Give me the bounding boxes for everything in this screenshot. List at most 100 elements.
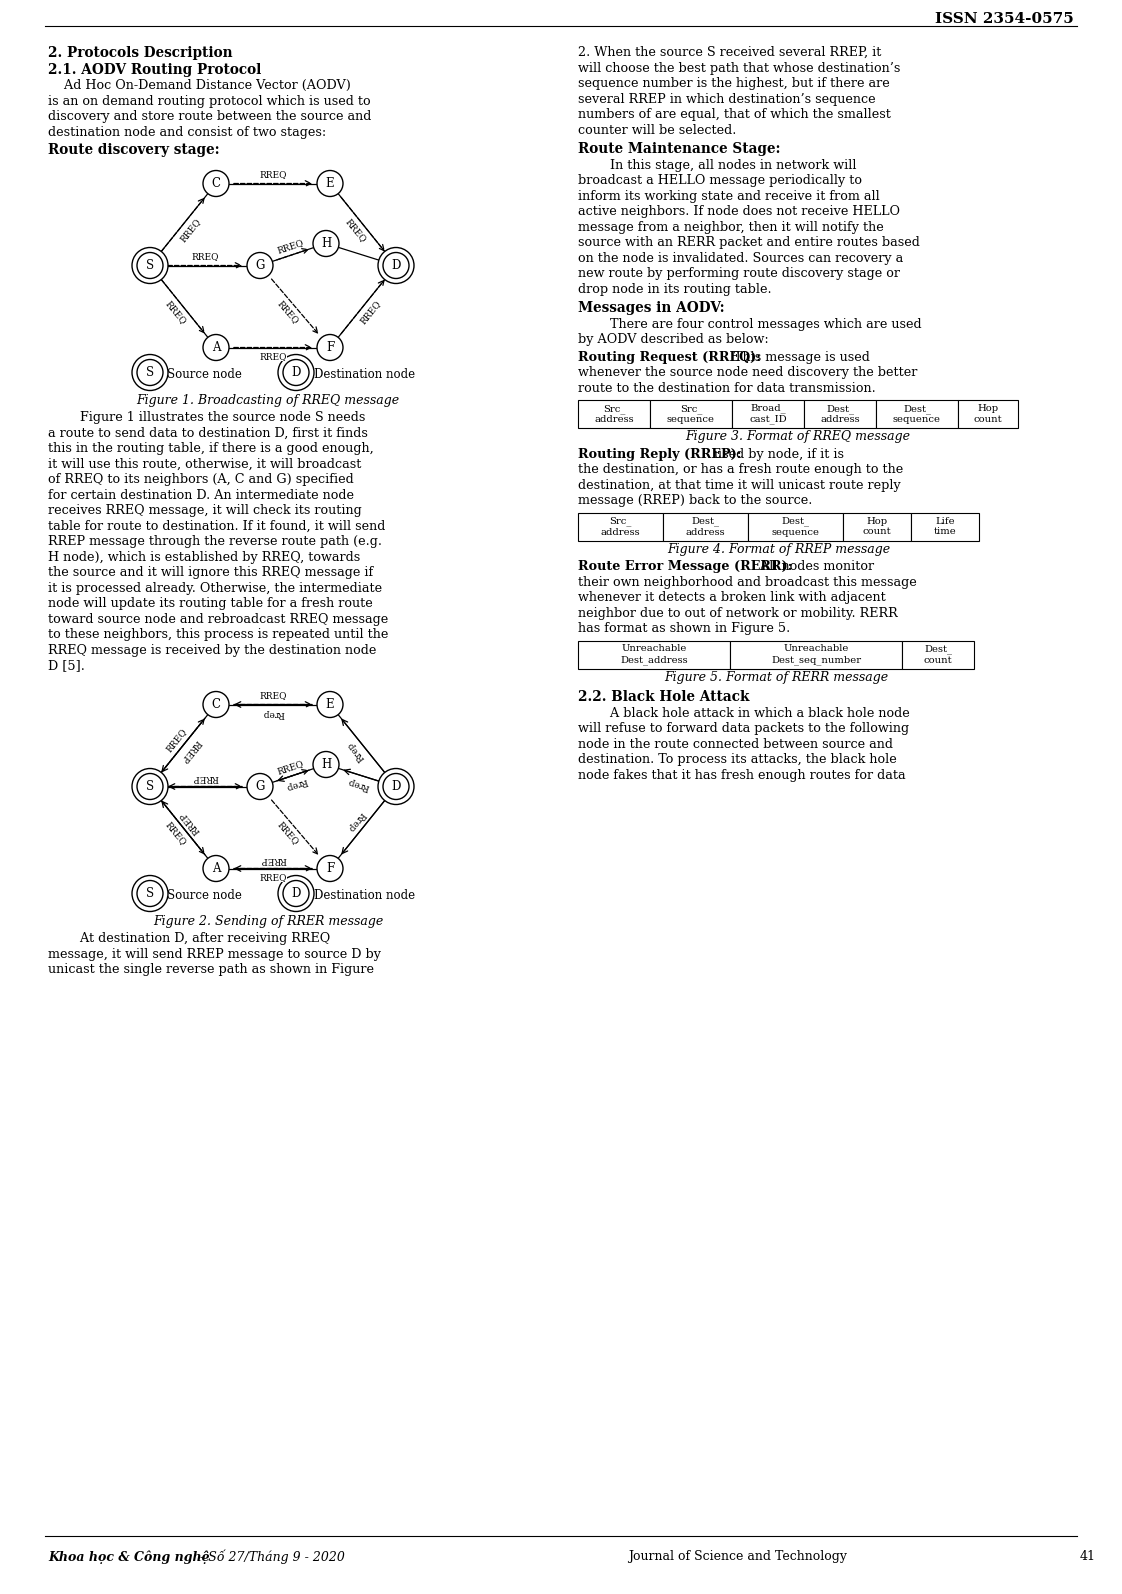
Text: Figure 1 illustrates the source node S needs: Figure 1 illustrates the source node S n… <box>48 411 366 424</box>
Text: to these neighbors, this process is repeated until the: to these neighbors, this process is repe… <box>48 628 388 641</box>
Text: This message is used: This message is used <box>730 351 870 363</box>
Text: Src_
sequence: Src_ sequence <box>666 403 715 424</box>
Text: node fakes that it has fresh enough routes for data: node fakes that it has fresh enough rout… <box>578 768 905 781</box>
Text: Hop
count: Hop count <box>974 405 1002 424</box>
Circle shape <box>137 360 163 386</box>
Text: Figure 4. Format of RREP message: Figure 4. Format of RREP message <box>666 542 890 555</box>
Text: Dest_
count: Dest_ count <box>923 644 953 665</box>
Text: Rrep: Rrep <box>346 740 367 762</box>
Text: Route Maintenance Stage:: Route Maintenance Stage: <box>578 142 781 156</box>
Text: has format as shown in Figure 5.: has format as shown in Figure 5. <box>578 622 790 634</box>
Text: receives RREQ message, it will check its routing: receives RREQ message, it will check its… <box>48 504 361 516</box>
Text: RREQ: RREQ <box>276 300 301 325</box>
Text: active neighbors. If node does not receive HELLO: active neighbors. If node does not recei… <box>578 206 900 218</box>
Text: used by node, if it is: used by node, if it is <box>710 448 844 461</box>
Text: RREQ: RREQ <box>276 238 304 255</box>
Text: numbers of are equal, that of which the smallest: numbers of are equal, that of which the … <box>578 108 891 121</box>
Text: RREP: RREP <box>260 854 286 864</box>
Bar <box>748 513 843 540</box>
Bar <box>843 513 911 540</box>
Circle shape <box>137 773 163 800</box>
Text: Messages in AODV:: Messages in AODV: <box>578 301 725 316</box>
Text: D: D <box>392 258 401 273</box>
Circle shape <box>318 335 343 360</box>
Text: Rrep: Rrep <box>346 810 367 834</box>
Circle shape <box>137 252 163 279</box>
Text: H: H <box>321 759 331 771</box>
Bar <box>663 513 748 540</box>
Text: RREQ: RREQ <box>358 298 383 325</box>
Text: 2.2. Black Hole Attack: 2.2. Black Hole Attack <box>578 690 749 705</box>
Circle shape <box>283 360 309 386</box>
Text: will choose the best path that whose destination’s: will choose the best path that whose des… <box>578 62 900 75</box>
Text: RREQ: RREQ <box>164 819 188 846</box>
Circle shape <box>203 692 229 717</box>
Text: RREP: RREP <box>178 738 202 764</box>
Text: S: S <box>146 886 154 901</box>
Text: for certain destination D. An intermediate node: for certain destination D. An intermedia… <box>48 488 355 502</box>
Text: Destination node: Destination node <box>314 368 415 381</box>
Circle shape <box>132 354 168 391</box>
Circle shape <box>318 856 343 881</box>
Text: RREQ: RREQ <box>276 819 301 846</box>
Text: RREQ: RREQ <box>164 298 188 325</box>
Bar <box>876 400 958 429</box>
Text: G: G <box>256 779 265 792</box>
Text: C: C <box>212 177 221 190</box>
Bar <box>902 641 974 668</box>
Text: - Số 27/Tháng 9 - 2020: - Số 27/Tháng 9 - 2020 <box>196 1549 344 1564</box>
Circle shape <box>247 252 273 279</box>
Text: D: D <box>292 886 301 901</box>
Text: D: D <box>292 367 301 379</box>
Text: whenever it detects a broken link with adjacent: whenever it detects a broken link with a… <box>578 591 885 604</box>
Circle shape <box>318 171 343 196</box>
Bar <box>732 400 804 429</box>
Text: RREQ: RREQ <box>259 171 287 179</box>
Text: message (RREP) back to the source.: message (RREP) back to the source. <box>578 494 812 507</box>
Circle shape <box>247 773 273 800</box>
Text: table for route to destination. If it found, it will send: table for route to destination. If it fo… <box>48 520 385 532</box>
Text: Rrep: Rrep <box>284 776 307 792</box>
Circle shape <box>203 171 229 196</box>
Text: Destination node: Destination node <box>314 888 415 902</box>
Text: There are four control messages which are used: There are four control messages which ar… <box>578 317 921 330</box>
Text: A: A <box>212 862 220 875</box>
Text: ISSN 2354-0575: ISSN 2354-0575 <box>936 13 1074 26</box>
Text: 2. Protocols Description: 2. Protocols Description <box>48 46 232 61</box>
Text: sequence number is the highest, but if there are: sequence number is the highest, but if t… <box>578 77 890 89</box>
Text: 41: 41 <box>1080 1549 1096 1564</box>
Text: the source and it will ignore this RREQ message if: the source and it will ignore this RREQ … <box>48 566 374 579</box>
Text: RREQ: RREQ <box>164 727 188 754</box>
Text: Khoa học & Công nghệ: Khoa học & Công nghệ <box>48 1549 210 1564</box>
Text: Figure 1. Broadcasting of RREQ message: Figure 1. Broadcasting of RREQ message <box>137 394 399 406</box>
Text: RREQ: RREQ <box>276 759 304 776</box>
Text: destination node and consist of two stages:: destination node and consist of two stag… <box>48 126 327 139</box>
Text: inform its working state and receive it from all: inform its working state and receive it … <box>578 190 880 202</box>
Text: F: F <box>325 341 334 354</box>
Text: RREP: RREP <box>192 773 218 783</box>
Text: neighbor due to out of network or mobility. RERR: neighbor due to out of network or mobili… <box>578 606 898 620</box>
Text: A: A <box>212 341 220 354</box>
Text: Figure 3. Format of RREQ message: Figure 3. Format of RREQ message <box>686 430 910 443</box>
Text: it is processed already. Otherwise, the intermediate: it is processed already. Otherwise, the … <box>48 582 383 595</box>
Text: RREQ message is received by the destination node: RREQ message is received by the destinat… <box>48 644 376 657</box>
Text: is an on demand routing protocol which is used to: is an on demand routing protocol which i… <box>48 94 370 107</box>
Circle shape <box>278 875 314 912</box>
Circle shape <box>283 880 309 907</box>
Circle shape <box>137 880 163 907</box>
Text: destination. To process its attacks, the black hole: destination. To process its attacks, the… <box>578 752 896 767</box>
Text: Rrep: Rrep <box>347 776 370 792</box>
Text: RREQ: RREQ <box>259 692 287 700</box>
Text: Unreachable
Dest_address: Unreachable Dest_address <box>620 644 688 665</box>
Bar <box>578 513 663 540</box>
Circle shape <box>383 773 410 800</box>
Text: S: S <box>146 258 154 273</box>
Text: Life
time: Life time <box>934 516 956 536</box>
Text: 2. When the source S received several RREP, it: 2. When the source S received several RR… <box>578 46 882 59</box>
Bar <box>958 400 1018 429</box>
Bar <box>730 641 902 668</box>
Text: Source node: Source node <box>167 888 242 902</box>
Circle shape <box>132 875 168 912</box>
Text: C: C <box>212 698 221 711</box>
Bar <box>578 400 650 429</box>
